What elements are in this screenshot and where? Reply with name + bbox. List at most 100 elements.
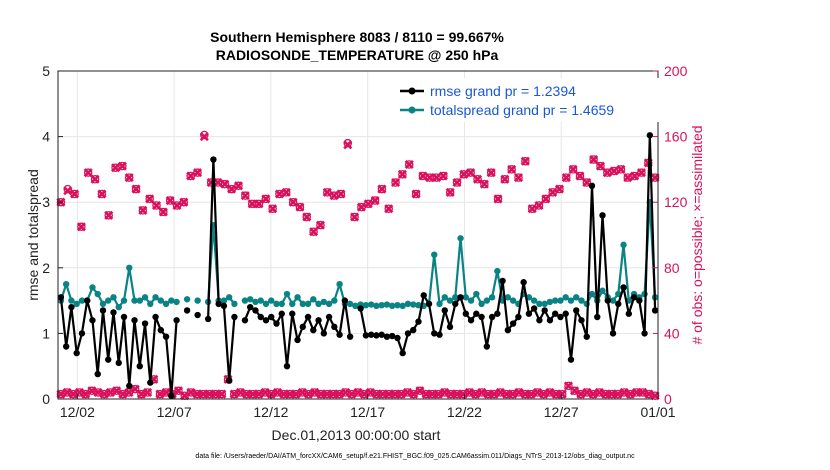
- obs-assimilated-point-56-b: [438, 171, 448, 181]
- obs-assimilated-point-71-b: [541, 194, 551, 204]
- obs-low-assimilated-point-32-b: [254, 389, 264, 399]
- rmse-point-10: [110, 309, 117, 316]
- obs-low-assimilated-point-68-b: [477, 387, 487, 397]
- obs-low-assimilated-point-32: [254, 389, 264, 399]
- obs-low-assimilated-point-87-b: [594, 387, 604, 397]
- rmse-point-4: [78, 330, 86, 337]
- obs-assimilated-point-51-b: [404, 159, 414, 169]
- obs-assimilated-point-72: [548, 187, 558, 197]
- obs-possible-point-21: [200, 130, 209, 140]
- rmse-point-98: [573, 307, 580, 314]
- obs-low-assimilated-point-95: [644, 389, 654, 399]
- rmse-point-62: [383, 333, 391, 340]
- obs-assimilated-point-1: [63, 186, 73, 196]
- obs-low-assimilated-point-92-b: [625, 389, 635, 399]
- rmse-point-71: [431, 330, 438, 337]
- obs-assimilated-point-38: [315, 220, 325, 230]
- obs-assimilated-point-68-b: [520, 156, 530, 166]
- rmse-point-6: [89, 317, 96, 324]
- obs-low-assimilated-point-62-b: [440, 387, 450, 397]
- totalspread-point-14: [131, 297, 138, 304]
- obs-assimilated-point-54-b: [425, 173, 435, 183]
- obs-assimilated-point-4-b: [83, 168, 93, 178]
- obs-assimilated-point-21-b: [199, 132, 209, 142]
- rmse-point-51: [325, 313, 333, 321]
- obs-low-assimilated-point-81-b: [557, 389, 567, 399]
- obs-possible-point-27: [241, 191, 250, 200]
- obs-assimilated-point-6: [97, 189, 107, 199]
- obs-low-assimilated-point-61: [433, 389, 443, 399]
- obs-assimilated-point-53-b: [418, 171, 428, 181]
- rmse-point-82: [488, 313, 496, 321]
- obs-possible-point-3: [77, 222, 86, 232]
- obs-possible-point-71: [541, 194, 551, 204]
- obs-assimilated-point-48-b: [384, 204, 394, 214]
- obs-low-assimilated-point-49: [359, 389, 369, 399]
- obs-assimilated-point-61: [473, 174, 483, 184]
- obs-assimilated-point-8: [111, 163, 121, 173]
- obs-assimilated-point-85-b: [636, 168, 646, 178]
- rmse-point-7: [94, 370, 101, 378]
- obs-assimilated-point-45: [363, 199, 373, 209]
- obs-assimilated-point-16: [165, 196, 175, 206]
- totalspread-point-63: [388, 302, 396, 310]
- rmse-point-38: [257, 313, 264, 321]
- obs-possible-point-68: [521, 156, 530, 166]
- obs-low-assimilated-point-66: [464, 387, 474, 397]
- rmse-point-45: [294, 336, 301, 344]
- obs-assimilated-point-45-b: [363, 199, 373, 209]
- totalspread-point-91: [536, 300, 543, 308]
- obs-assimilated-point-78-b: [589, 155, 599, 165]
- totalspread-point-52: [331, 297, 338, 304]
- obs-assimilated-point-36: [302, 212, 312, 222]
- totalspread-point-49: [315, 300, 322, 308]
- obs-assimilated-point-60-b: [466, 168, 476, 178]
- totalspread-point-3: [73, 300, 80, 308]
- totalspread-point-22: [173, 298, 180, 306]
- obs-assimilated-point-14-b: [152, 200, 162, 210]
- obs-possible-point-13: [145, 194, 154, 204]
- obs-low-assimilated-point-6: [93, 387, 103, 397]
- obs-assimilated-point-18-b: [179, 197, 189, 207]
- obs-assimilated-point-20-b: [192, 168, 203, 178]
- rmse-point-103: [599, 212, 606, 219]
- y-tick-label-0: 0: [42, 391, 50, 407]
- rmse-point-73: [441, 307, 448, 314]
- obs-low-assimilated-point-2-b: [68, 389, 78, 399]
- obs-low-assimilated-point-71-b: [495, 387, 505, 397]
- obs-low-assimilated-point-91: [619, 387, 629, 397]
- rmse-point-36: [247, 303, 254, 311]
- obs-low-assimilated-point-7: [99, 389, 109, 399]
- obs-possible-point-67: [514, 173, 523, 182]
- obs-low-assimilated-point-74-b: [514, 387, 524, 397]
- obs-assimilated-point-74-b: [561, 173, 571, 183]
- chart-title: Southern Hemisphere 8083 / 8110 = 99.667…: [210, 29, 504, 45]
- obs-low-assimilated-point-38: [291, 389, 301, 399]
- obs-assimilated-point-84-b: [630, 171, 640, 181]
- obs-possible-point-74: [562, 173, 571, 182]
- obs-assimilated-point-15-b: [158, 207, 168, 217]
- obs-low-assimilated-point-4-b: [81, 389, 91, 399]
- obs-assimilated-point-24-b: [220, 179, 230, 189]
- rmse-point-20: [162, 333, 170, 340]
- totalspread-point-47: [304, 300, 312, 308]
- rmse-point-81: [483, 343, 491, 350]
- obs-low-assimilated-point-65-b: [458, 389, 468, 399]
- totalspread-point-60: [373, 302, 380, 310]
- legend-rmse-marker: [408, 87, 416, 95]
- totalspread-point-64: [394, 301, 401, 309]
- obs-low-assimilated-point-62: [440, 387, 450, 397]
- series-layer: [56, 130, 660, 401]
- totalspread-point-50: [320, 298, 328, 306]
- obs-assimilated-point-66-b: [507, 164, 517, 174]
- obs-low-assimilated-point-8: [105, 387, 115, 397]
- obs-assimilated-point-39: [322, 187, 332, 197]
- y2-tick-label-0: 0: [664, 391, 672, 407]
- obs-low-assimilated-point-11: [124, 387, 134, 397]
- obs-low-assimilated-point-9-b: [112, 386, 122, 396]
- obs-assimilated-point-3: [76, 222, 86, 232]
- obs-low-assimilated-point-71: [495, 387, 505, 397]
- obs-assimilated-point-35-b: [295, 202, 305, 212]
- obs-low-assimilated-point-77: [532, 387, 543, 397]
- obs-possible-point-64: [493, 194, 503, 204]
